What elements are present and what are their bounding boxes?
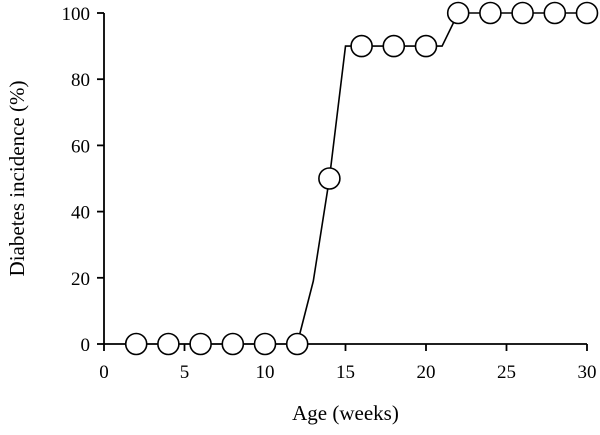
data-point xyxy=(285,332,309,356)
data-point xyxy=(124,332,148,356)
data-point xyxy=(382,34,406,58)
data-point xyxy=(157,332,180,356)
data-point xyxy=(575,1,599,25)
data-point xyxy=(543,1,567,25)
data-point xyxy=(350,34,373,58)
x-tick-label: 0 xyxy=(99,362,109,383)
x-tick-label: 15 xyxy=(336,362,355,383)
axes xyxy=(103,13,587,345)
x-tick-label: 30 xyxy=(578,362,597,383)
x-tick-label: 10 xyxy=(256,362,275,383)
y-axis-ticks: 0 20 40 60 80 100 xyxy=(62,4,104,356)
data-point xyxy=(511,1,534,25)
y-tick-label: 80 xyxy=(71,70,90,91)
y-tick-label: 40 xyxy=(71,203,90,224)
data-point xyxy=(414,34,438,58)
data-point xyxy=(318,167,341,190)
x-axis-label: Age (weeks) xyxy=(292,401,399,425)
data-point xyxy=(479,1,502,25)
data-point xyxy=(446,1,470,25)
data-points xyxy=(124,1,599,356)
x-tick-label: 25 xyxy=(497,362,516,383)
x-tick-label: 20 xyxy=(417,362,436,383)
y-tick-label: 20 xyxy=(71,269,90,290)
data-point xyxy=(253,332,277,356)
x-tick-label: 5 xyxy=(180,362,190,383)
y-axis-label: Diabetes incidence (%) xyxy=(5,81,29,277)
y-tick-label: 100 xyxy=(62,4,91,25)
data-point xyxy=(189,332,212,356)
y-tick-label: 60 xyxy=(71,136,90,157)
data-point xyxy=(221,332,245,356)
y-tick-label: 0 xyxy=(81,335,91,356)
